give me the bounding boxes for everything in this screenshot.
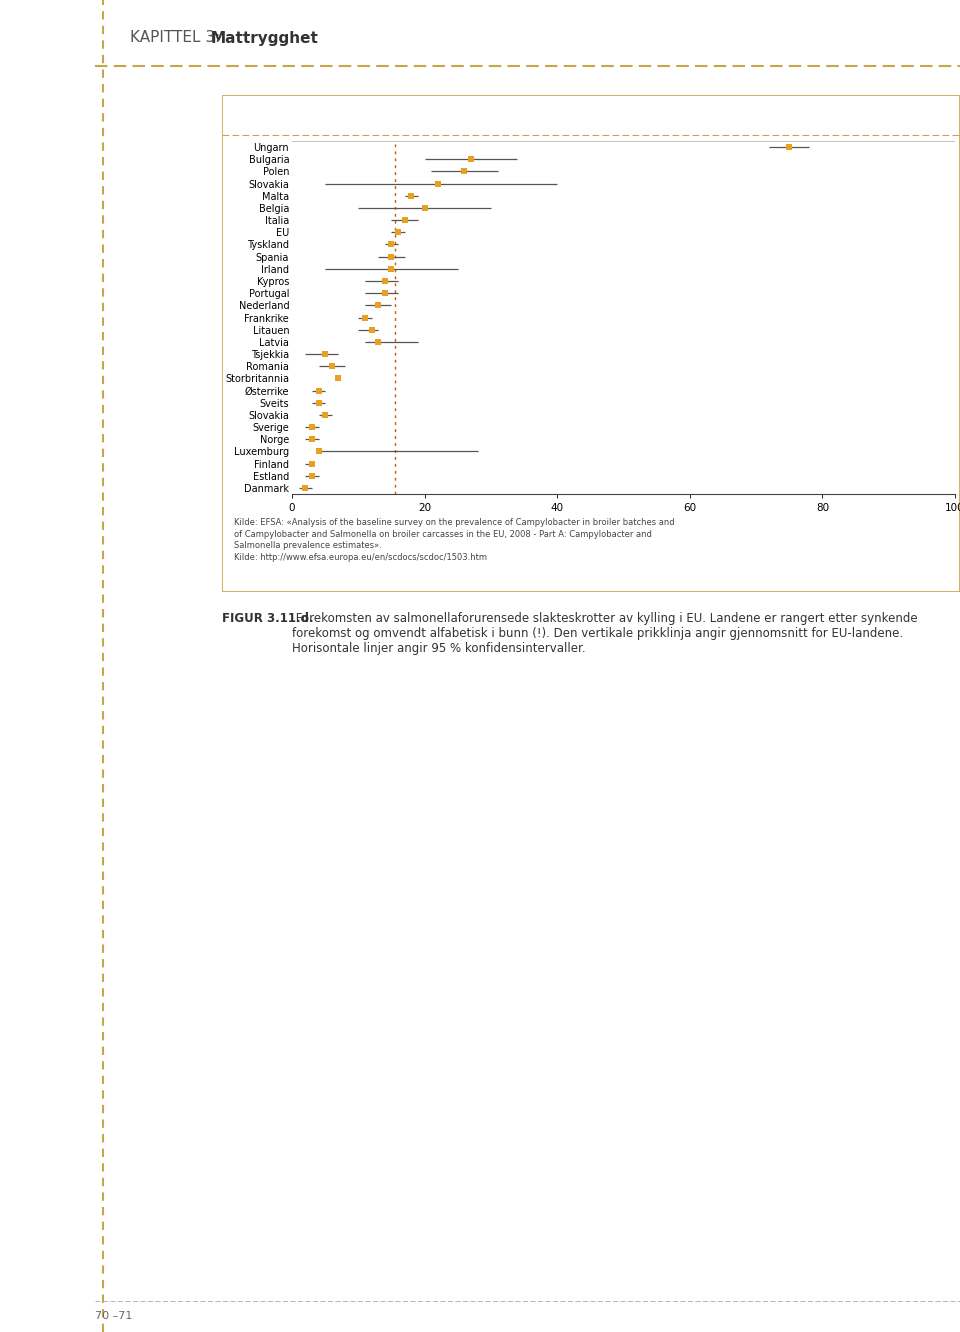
Text: KAPITTEL 3:: KAPITTEL 3: (130, 31, 226, 45)
Text: Forekomsten av salmonellaforurensede slakteskrotter av kylling i EU. Landene er : Forekomsten av salmonellaforurensede sla… (292, 611, 918, 655)
Text: 70 –71: 70 –71 (95, 1311, 132, 1321)
Text: FIGUR 3.11.d.: FIGUR 3.11.d. (222, 611, 314, 625)
Text: FIGUR 3.11.d. Forekomsten av salmonellaforurensede slakteskrotter av kylling i E: FIGUR 3.11.d. Forekomsten av salmonellaf… (233, 108, 787, 120)
Text: Kilde: EFSA: «Analysis of the baseline survey on the prevalence of Campylobacter: Kilde: EFSA: «Analysis of the baseline s… (234, 518, 675, 562)
Text: KAPITTEL 3: KAPITTEL 3 (13, 28, 72, 37)
Text: Mattrygghet: Mattrygghet (210, 31, 319, 45)
